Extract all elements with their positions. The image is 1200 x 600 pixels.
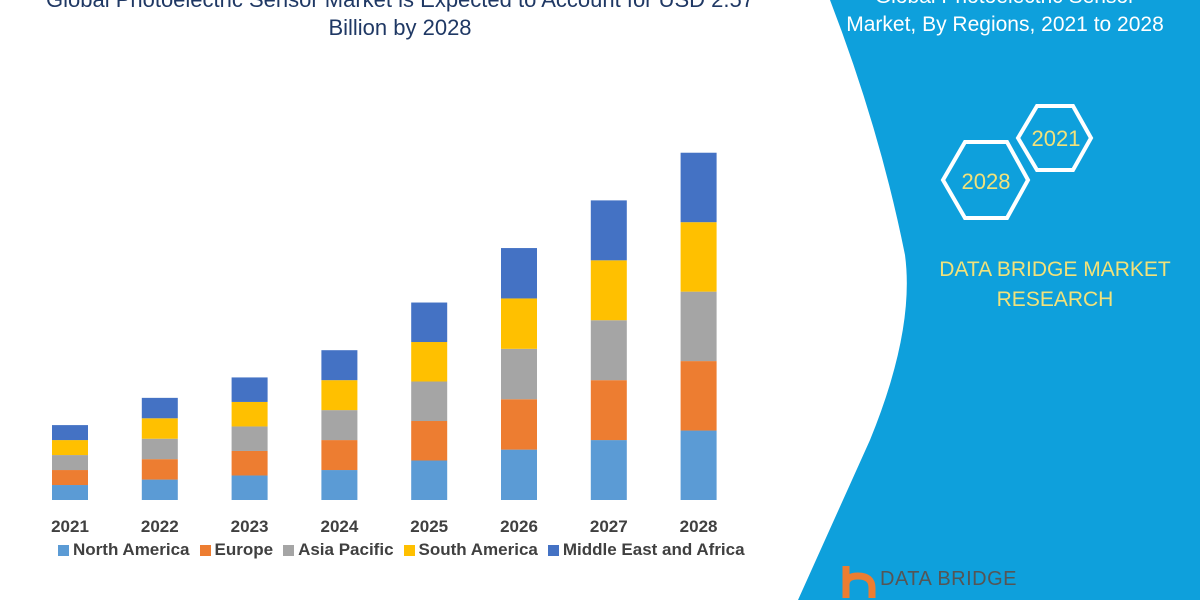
legend-swatch	[283, 544, 295, 556]
bar-segment-2022-asia-pacific	[141, 438, 178, 460]
x-tick-label: 2024	[320, 517, 358, 536]
bar-segment-2023-north-america	[231, 475, 268, 500]
bar-segment-2024-middle-east-and-africa	[321, 350, 358, 381]
brand-line1: DATA BRIDGE MARKET	[939, 258, 1171, 281]
brand-line2: RESEARCH	[996, 288, 1114, 311]
legend-label: Europe	[214, 540, 274, 559]
legend-swatch	[58, 544, 69, 556]
bar-segment-2024-asia-pacific	[321, 410, 358, 441]
bar-segment-2021-middle-east-and-africa	[52, 425, 88, 441]
bar-segment-2021-asia-pacific	[52, 455, 88, 471]
legend-label: South America	[418, 540, 538, 559]
bar-segment-2028-north-america	[680, 430, 717, 500]
x-tick-label: 2023	[231, 517, 269, 536]
bar-segment-2022-north-america	[141, 479, 178, 500]
x-tick-label: 2027	[590, 517, 628, 536]
bar-segment-2025-asia-pacific	[411, 381, 448, 422]
chart-title: Global Photoelectric Sensor Market is Ex…	[0, 0, 800, 42]
bar-segment-2028-south-america	[680, 222, 717, 292]
legend-item: Middle East and Africa	[547, 540, 745, 560]
bar-segment-2027-middle-east-and-africa	[590, 200, 627, 261]
bar-segment-2024-north-america	[321, 470, 358, 500]
chart-title-line2: Billion by 2028	[328, 15, 472, 40]
bar-segment-2026-asia-pacific	[501, 348, 537, 400]
bar-segment-2023-south-america	[231, 401, 268, 427]
bar-segment-2025-north-america	[411, 460, 448, 500]
bar-segment-2023-europe	[231, 450, 268, 476]
bar-segment-2026-north-america	[501, 449, 537, 500]
side-panel-title: Global Photoelectric Sensor Market, By R…	[820, 0, 1190, 39]
blue-panel-shape	[798, 0, 1200, 600]
legend-item: North America	[58, 540, 190, 560]
bar-segment-2028-middle-east-and-africa	[680, 152, 717, 223]
bar-segment-2024-south-america	[321, 380, 358, 411]
legend-item: South America	[403, 540, 538, 560]
bar-segment-2022-europe	[141, 459, 178, 480]
x-tick-label: 2021	[51, 517, 89, 536]
bar-segment-2026-middle-east-and-africa	[501, 248, 537, 299]
legend-swatch	[199, 544, 211, 556]
hexagon-2021	[1015, 104, 1094, 172]
legend-label: Asia Pacific	[298, 540, 394, 559]
bar-segment-2025-europe	[411, 421, 448, 461]
hexagon-2028	[940, 140, 1031, 220]
chart-legend: North America Europe Asia Pacific South Ame…	[58, 540, 745, 560]
legend-swatch	[403, 544, 415, 556]
bar-segment-2021-south-america	[52, 440, 88, 456]
hex-year-2021: 2021	[1032, 126, 1081, 151]
legend-item: Asia Pacific	[283, 540, 394, 560]
bar-segment-2025-south-america	[411, 342, 448, 382]
bar-segment-2025-middle-east-and-africa	[411, 302, 448, 343]
legend-label: North America	[73, 540, 190, 559]
legend-swatch	[547, 544, 559, 556]
bar-segment-2027-europe	[590, 380, 627, 441]
bar-segment-2024-europe	[321, 440, 358, 471]
bar-segment-2027-asia-pacific	[590, 320, 627, 381]
bar-segment-2028-asia-pacific	[680, 291, 717, 362]
brand-text: DATA BRIDGE MARKET RESEARCH	[900, 255, 1200, 315]
bar-segment-2023-asia-pacific	[231, 426, 268, 451]
x-tick-label: 2022	[141, 517, 179, 536]
stacked-bar-chart: 2021 2022 2023 2024 2025 2026 2027 2028	[51, 152, 718, 536]
footer-logo-text: DATA BRIDGE	[880, 568, 1018, 590]
chart-title-line1: Global Photoelectric Sensor Market is Ex…	[0, 0, 800, 14]
x-tick-label: 2026	[500, 517, 538, 536]
legend-item: Europe	[199, 540, 274, 560]
bar-segment-2026-south-america	[501, 298, 537, 349]
legend-label: Middle East and Africa	[562, 540, 745, 559]
bar-segment-2021-europe	[52, 470, 88, 486]
x-tick-label: 2028	[680, 517, 718, 536]
bar-segment-2026-europe	[501, 399, 537, 450]
side-title-line1: Global Photoelectric Sensor	[820, 0, 1190, 11]
x-tick-label: 2025	[410, 517, 448, 536]
bar-segment-2023-middle-east-and-africa	[231, 377, 268, 402]
bar-segment-2028-europe	[680, 361, 717, 431]
bar-segment-2022-middle-east-and-africa	[141, 397, 178, 419]
hex-year-2028: 2028	[962, 169, 1011, 194]
bar-segment-2022-south-america	[141, 418, 178, 439]
bar-segment-2021-north-america	[52, 485, 88, 500]
bar-segment-2027-north-america	[590, 440, 627, 500]
bar-segment-2027-south-america	[590, 260, 627, 321]
footer-logo-icon	[842, 566, 876, 598]
side-title-line2: Market, By Regions, 2021 to 2028	[846, 13, 1164, 36]
